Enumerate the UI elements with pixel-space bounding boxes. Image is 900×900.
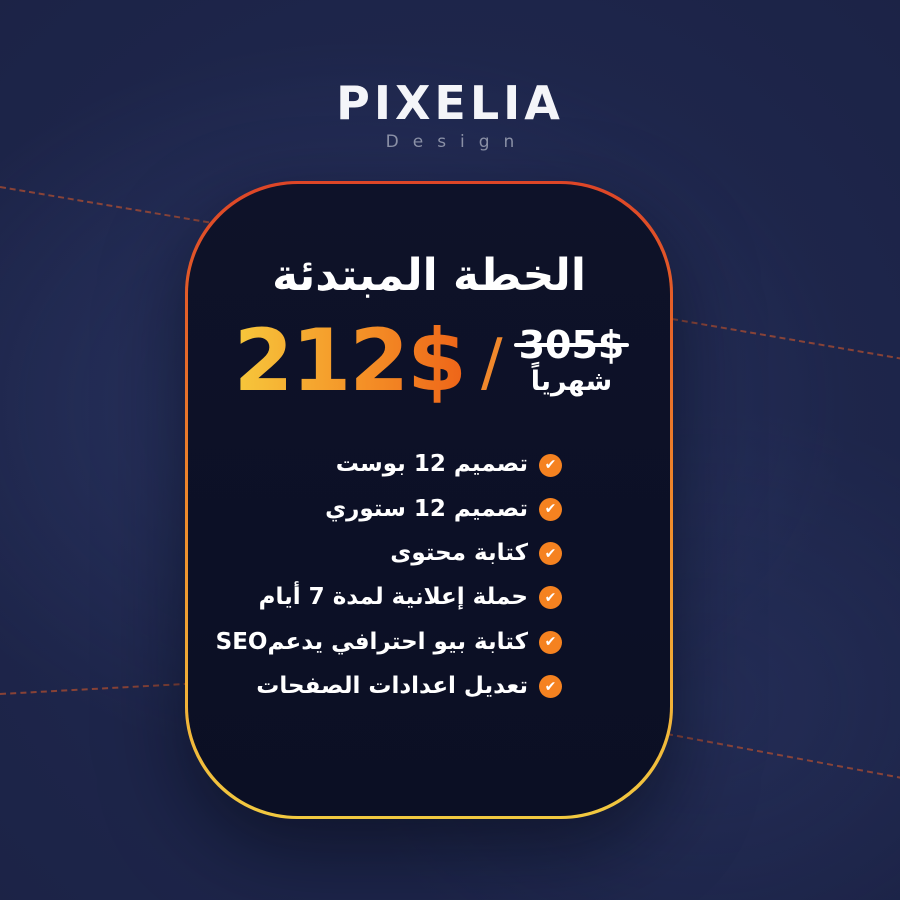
logo-subtitle: Design: [385, 132, 529, 152]
check-icon: ✔: [539, 630, 562, 654]
feature-label: تصميم 12 ستوري: [325, 495, 528, 522]
feature-item: ✔ كتابة بيو احترافي يدعمSEO: [188, 628, 562, 655]
check-icon: ✔: [539, 586, 562, 610]
price-old-block: 305$ شهرياً: [514, 322, 629, 397]
feature-label: كتابة بيو احترافي يدعمSEO: [215, 628, 528, 655]
brand-logo: PIXELIA Design: [0, 80, 900, 151]
pricing-card-frame: الخطة المبتدئة 212$ / 305$ شهرياً ✔ تصمي…: [185, 181, 673, 819]
dashed-accent-line-bottom-left: [0, 682, 190, 695]
check-icon: ✔: [539, 542, 562, 566]
feature-item: ✔ تصميم 12 ستوري: [188, 495, 562, 522]
check-icon: ✔: [539, 675, 562, 699]
check-icon: ✔: [539, 497, 562, 521]
feature-label: كتابة محتوى: [390, 539, 528, 566]
feature-label: حملة إعلانية لمدة 7 أيام: [258, 584, 528, 611]
dashed-accent-line-top-right: [671, 318, 900, 360]
price-period: شهرياً: [530, 365, 613, 397]
price-separator: /: [481, 326, 503, 401]
feature-item: ✔ تعديل اعدادات الصفحات: [188, 672, 562, 699]
feature-item: ✔ حملة إعلانية لمدة 7 أيام: [188, 584, 562, 611]
price-original-strikethrough: 305$: [514, 322, 629, 367]
feature-label: تصميم 12 بوست: [335, 451, 528, 478]
dashed-accent-line-top-left: [0, 186, 210, 224]
price-current: 212$: [233, 311, 467, 412]
logo-wordmark: PIXELIA: [336, 76, 564, 130]
plan-title: الخطة المبتدئة: [272, 250, 586, 301]
feature-item: ✔ تصميم 12 بوست: [188, 452, 562, 477]
dashed-accent-line-bottom-right: [666, 733, 900, 780]
check-icon: ✔: [539, 453, 562, 477]
feature-label: تعديل اعدادات الصفحات: [256, 672, 528, 699]
pricing-card: الخطة المبتدئة 212$ / 305$ شهرياً ✔ تصمي…: [188, 184, 670, 816]
feature-list: ✔ تصميم 12 بوست ✔ تصميم 12 ستوري ✔ كتابة…: [188, 452, 670, 699]
feature-item: ✔ كتابة محتوى: [188, 539, 562, 566]
price-row: 212$ / 305$ شهرياً: [233, 311, 629, 412]
